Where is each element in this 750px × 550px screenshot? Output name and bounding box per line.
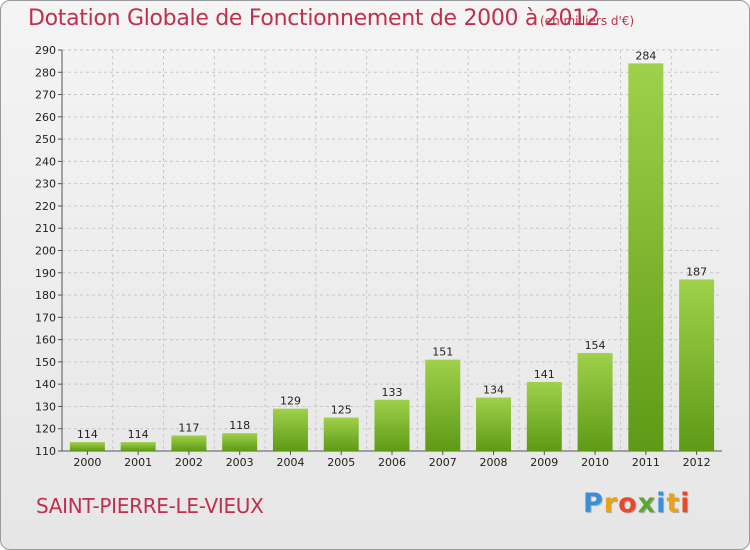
chart-title: Dotation Globale de Fonctionnement de 20… — [28, 6, 600, 31]
bar-2011 — [628, 63, 664, 451]
bar-2004 — [272, 408, 308, 451]
bar-2002 — [171, 435, 207, 451]
proxiti-logo: Proxiti — [583, 488, 691, 519]
x-tick-label-2006: 2006 — [378, 456, 406, 469]
data-label-2010: 154 — [585, 339, 606, 352]
data-label-2006: 133 — [382, 386, 403, 399]
bar-2003 — [222, 433, 258, 451]
y-tick-label: 160 — [35, 334, 56, 347]
data-label-2012: 187 — [686, 265, 707, 278]
bar-2010 — [577, 352, 613, 451]
y-tick-label: 120 — [35, 423, 56, 436]
y-tick-label: 190 — [35, 267, 56, 280]
logo-letter: i — [680, 488, 691, 519]
x-tick-label-2000: 2000 — [73, 456, 101, 469]
data-label-2003: 118 — [229, 419, 250, 432]
y-tick-label: 230 — [35, 178, 56, 191]
data-label-2004: 129 — [280, 395, 301, 408]
bar-2000 — [69, 442, 105, 451]
x-tick-label-2003: 2003 — [226, 456, 254, 469]
y-tick-label: 200 — [35, 245, 56, 258]
data-label-2011: 284 — [635, 49, 656, 62]
x-tick-label-2007: 2007 — [429, 456, 457, 469]
y-tick-label: 210 — [35, 222, 56, 235]
logo-letter: i — [656, 488, 667, 519]
y-tick-label: 180 — [35, 289, 56, 302]
logo-letter: r — [603, 488, 619, 519]
logo-letter: P — [583, 488, 604, 519]
bar-2007 — [425, 359, 461, 451]
x-tick-label-2002: 2002 — [175, 456, 203, 469]
data-label-2009: 141 — [534, 368, 555, 381]
x-tick-label-2011: 2011 — [632, 456, 660, 469]
bar-2001 — [120, 442, 156, 451]
unit-note: (en milliers d'€) — [540, 14, 635, 28]
y-tick-label: 220 — [35, 200, 56, 213]
y-tick-label: 140 — [35, 378, 56, 391]
x-tick-label-2001: 2001 — [124, 456, 152, 469]
commune-name: SAINT-PIERRE-LE-VIEUX — [36, 494, 264, 518]
data-label-2001: 114 — [128, 428, 149, 441]
labels: 110 120 130 140 150 160 170 180 190 200 210 220 230 2… — [35, 44, 711, 469]
bar-2005 — [323, 417, 359, 451]
data-label-2007: 151 — [432, 346, 453, 359]
y-tick-label: 240 — [35, 155, 56, 168]
bar-2006 — [374, 399, 410, 451]
x-tick-label-2008: 2008 — [480, 456, 508, 469]
logo-letter: x — [637, 488, 657, 519]
data-label-2002: 117 — [178, 421, 199, 434]
x-tick-label-2004: 2004 — [276, 456, 304, 469]
data-label-2008: 134 — [483, 384, 504, 397]
logo-letter: t — [666, 488, 681, 519]
y-tick-label: 290 — [35, 44, 56, 57]
x-tick-label-2009: 2009 — [530, 456, 558, 469]
x-tick-label-2012: 2012 — [683, 456, 711, 469]
y-tick-label: 250 — [35, 133, 56, 146]
bar-2008 — [476, 397, 512, 451]
logo-letter: o — [618, 488, 638, 519]
y-tick-label: 110 — [35, 445, 56, 458]
y-tick-label: 170 — [35, 311, 56, 324]
y-tick-label: 280 — [35, 66, 56, 79]
y-tick-label: 260 — [35, 111, 56, 124]
y-tick-label: 270 — [35, 89, 56, 102]
bars — [69, 63, 715, 451]
bar-2009 — [526, 381, 562, 451]
data-label-2000: 114 — [77, 428, 98, 441]
x-tick-label-2010: 2010 — [581, 456, 609, 469]
bar-2012 — [679, 279, 715, 451]
data-label-2005: 125 — [331, 404, 352, 417]
x-tick-label-2005: 2005 — [327, 456, 355, 469]
y-tick-label: 150 — [35, 356, 56, 369]
y-tick-label: 130 — [35, 400, 56, 413]
